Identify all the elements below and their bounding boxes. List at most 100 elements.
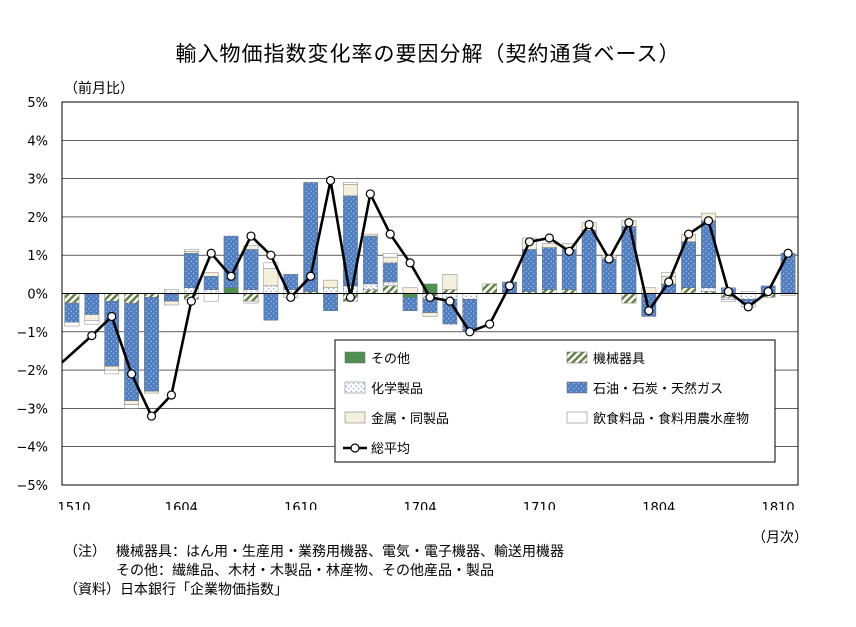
bar-machinery xyxy=(681,287,696,294)
bar-other xyxy=(223,287,239,294)
bar-machinery xyxy=(243,293,259,302)
total-marker xyxy=(306,271,316,281)
bar-petroleum xyxy=(621,226,637,294)
y-tick-label: 2% xyxy=(27,211,48,226)
bar-chemical xyxy=(362,283,378,290)
bar-petroleum xyxy=(780,253,796,294)
total-marker xyxy=(624,218,634,228)
bar-machinery xyxy=(442,289,458,294)
bar-food xyxy=(64,322,80,327)
total-line-group xyxy=(61,175,793,421)
bar-metals xyxy=(402,287,418,294)
total-marker xyxy=(763,286,773,297)
total-marker xyxy=(385,229,395,239)
x-tick-label: 1704 xyxy=(404,501,437,510)
total-marker xyxy=(445,296,455,306)
bar-petroleum xyxy=(64,302,80,323)
bar-food xyxy=(183,249,199,252)
total-marker xyxy=(206,248,216,258)
bar-machinery xyxy=(144,293,159,298)
x-tick-label: 1710 xyxy=(523,501,556,510)
bar-metals xyxy=(183,251,199,254)
bar-food xyxy=(382,253,398,258)
bar-petroleum xyxy=(263,293,279,321)
total-marker xyxy=(266,250,276,260)
bar-metals xyxy=(263,268,279,287)
x-tick-label: 1610 xyxy=(284,501,317,510)
legend-marker-total xyxy=(350,443,360,453)
chart-title: 輸入物価指数変化率の要因分解（契約通貨ベース） xyxy=(175,42,681,66)
total-marker xyxy=(584,219,594,230)
y-axis-unit-label: （前月比） xyxy=(64,81,134,97)
bar-petroleum xyxy=(362,235,378,285)
note-other-definition: その他：繊維品、木材・木製品・林産物、その他産品・製品 xyxy=(116,563,494,579)
bar-food xyxy=(661,272,677,277)
total-marker xyxy=(504,281,515,291)
bar-machinery xyxy=(621,293,637,304)
note-machinery-definition: 機械器具：はん用・生産用・業務用機器、電気・電子機器、輸送用機器 xyxy=(116,544,564,560)
y-tick-label: 5% xyxy=(27,96,48,111)
bar-metals xyxy=(203,272,219,277)
total-marker xyxy=(127,369,137,379)
bar-chemical xyxy=(203,289,219,294)
bar-food xyxy=(343,182,358,185)
total-marker xyxy=(345,292,356,302)
total-marker xyxy=(524,237,535,247)
x-tick-label: 1810 xyxy=(762,501,795,510)
bar-petroleum xyxy=(243,249,259,290)
total-marker xyxy=(365,189,375,199)
total-marker xyxy=(564,246,574,256)
bar-machinery xyxy=(124,293,139,304)
bar-food xyxy=(263,262,279,269)
legend-label-machinery: 機械器具 xyxy=(593,352,645,367)
bar-metals xyxy=(362,233,378,237)
bar-metals xyxy=(541,243,557,248)
notes-block: （注） 機械器具：はん用・生産用・業務用機器、電気・電子機器、輸送用機器 その他：… xyxy=(64,543,564,600)
bar-petroleum xyxy=(203,276,219,290)
legend-swatch-petroleum xyxy=(566,381,588,394)
total-marker xyxy=(246,231,256,241)
legend-label-total: 総平均 xyxy=(371,442,410,457)
bar-petroleum xyxy=(601,258,617,294)
bar-metals xyxy=(382,256,398,264)
bar-metals xyxy=(124,400,139,405)
total-marker xyxy=(644,306,654,316)
y-tick-label: −2% xyxy=(16,364,48,379)
bar-metals xyxy=(422,312,438,317)
bar-petroleum xyxy=(701,220,716,288)
bar-metals xyxy=(243,245,259,250)
y-tick-label: 0% xyxy=(27,288,48,303)
bar-machinery xyxy=(482,283,498,294)
bar-chemical xyxy=(382,281,398,287)
total-marker xyxy=(604,254,614,264)
legend-label-chemical: 化学製品 xyxy=(371,381,423,397)
bar-chemical xyxy=(740,293,756,300)
y-tick-label: −3% xyxy=(16,402,48,417)
chart-canvas: 5% 4% 3% 2% 1% 0% −1% −2% −3% −4% −5% 1510 1604 1610 1… xyxy=(16,96,799,510)
bar-metals xyxy=(323,279,338,288)
total-marker xyxy=(425,292,435,302)
x-axis-unit-label: （月次） xyxy=(752,530,808,546)
bar-food xyxy=(243,300,259,304)
legend-label-petroleum: 石油・石炭・天然ガス xyxy=(593,381,723,397)
bar-metals xyxy=(84,314,100,321)
bar-petroleum xyxy=(402,297,418,311)
bar-metals xyxy=(343,184,358,197)
legend-label-metals: 金属・同製品 xyxy=(371,411,449,427)
bar-petroleum xyxy=(462,299,478,332)
bar-food xyxy=(104,369,120,375)
total-marker xyxy=(485,319,495,329)
total-marker xyxy=(783,248,793,258)
bar-chemical xyxy=(243,289,259,294)
total-marker xyxy=(186,296,196,306)
legend-swatch-food xyxy=(566,411,588,424)
bar-metals xyxy=(442,274,458,290)
total-marker xyxy=(465,327,475,337)
x-tick-label: 1510 xyxy=(57,501,90,510)
axes: 5% 4% 3% 2% 1% 0% −1% −2% −3% −4% −5% 1510 1604 1610 1… xyxy=(16,96,794,510)
bar-chemical xyxy=(462,293,478,300)
bar-petroleum xyxy=(84,293,100,315)
total-marker xyxy=(544,233,554,243)
bar-food xyxy=(203,293,219,302)
